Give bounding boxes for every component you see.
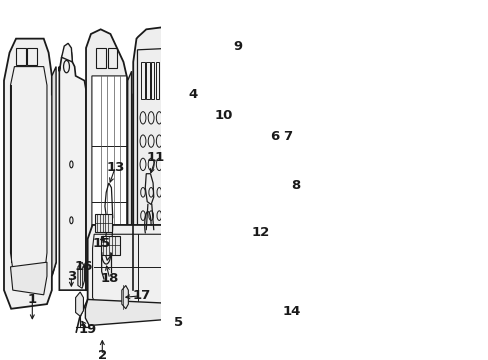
- Text: 12: 12: [251, 226, 269, 239]
- Text: 3: 3: [67, 270, 76, 283]
- Bar: [146, 62, 149, 99]
- Bar: [151, 62, 154, 99]
- Bar: [141, 62, 144, 99]
- Polygon shape: [92, 76, 126, 285]
- Polygon shape: [127, 71, 131, 290]
- Text: 15: 15: [92, 237, 111, 250]
- Bar: [95, 214, 112, 233]
- Polygon shape: [122, 285, 128, 309]
- Text: 16: 16: [75, 260, 93, 273]
- Text: 10: 10: [214, 109, 232, 122]
- Polygon shape: [133, 27, 185, 290]
- Text: 9: 9: [233, 40, 243, 53]
- Bar: [101, 236, 120, 255]
- Polygon shape: [10, 262, 47, 295]
- Text: 19: 19: [79, 323, 97, 336]
- Text: 6: 6: [270, 130, 279, 143]
- Text: 1: 1: [28, 293, 37, 306]
- Bar: [161, 62, 164, 99]
- Text: 14: 14: [282, 305, 300, 318]
- Bar: [175, 62, 179, 99]
- Text: 17: 17: [132, 289, 150, 302]
- Bar: [96, 48, 106, 68]
- Text: 13: 13: [106, 161, 124, 174]
- Text: 18: 18: [101, 273, 119, 285]
- Polygon shape: [86, 29, 131, 290]
- Bar: [156, 62, 159, 99]
- Bar: [165, 62, 169, 99]
- Polygon shape: [52, 67, 56, 276]
- Polygon shape: [215, 15, 237, 81]
- Text: 2: 2: [98, 349, 107, 360]
- Bar: [108, 48, 117, 68]
- Text: 11: 11: [146, 151, 165, 165]
- Polygon shape: [87, 225, 186, 314]
- Polygon shape: [165, 279, 174, 307]
- Polygon shape: [246, 171, 255, 204]
- Polygon shape: [244, 132, 248, 152]
- Polygon shape: [4, 39, 56, 309]
- Polygon shape: [269, 239, 286, 309]
- Polygon shape: [61, 43, 72, 62]
- Bar: [170, 62, 174, 99]
- Bar: [16, 48, 26, 65]
- Polygon shape: [85, 300, 186, 325]
- Polygon shape: [59, 48, 86, 290]
- Text: 8: 8: [291, 179, 300, 192]
- Polygon shape: [76, 292, 83, 316]
- Text: 7: 7: [282, 130, 291, 143]
- Bar: [211, 102, 224, 128]
- Polygon shape: [78, 262, 84, 288]
- Bar: [27, 48, 37, 65]
- Text: 4: 4: [188, 88, 198, 101]
- Text: 5: 5: [174, 316, 183, 329]
